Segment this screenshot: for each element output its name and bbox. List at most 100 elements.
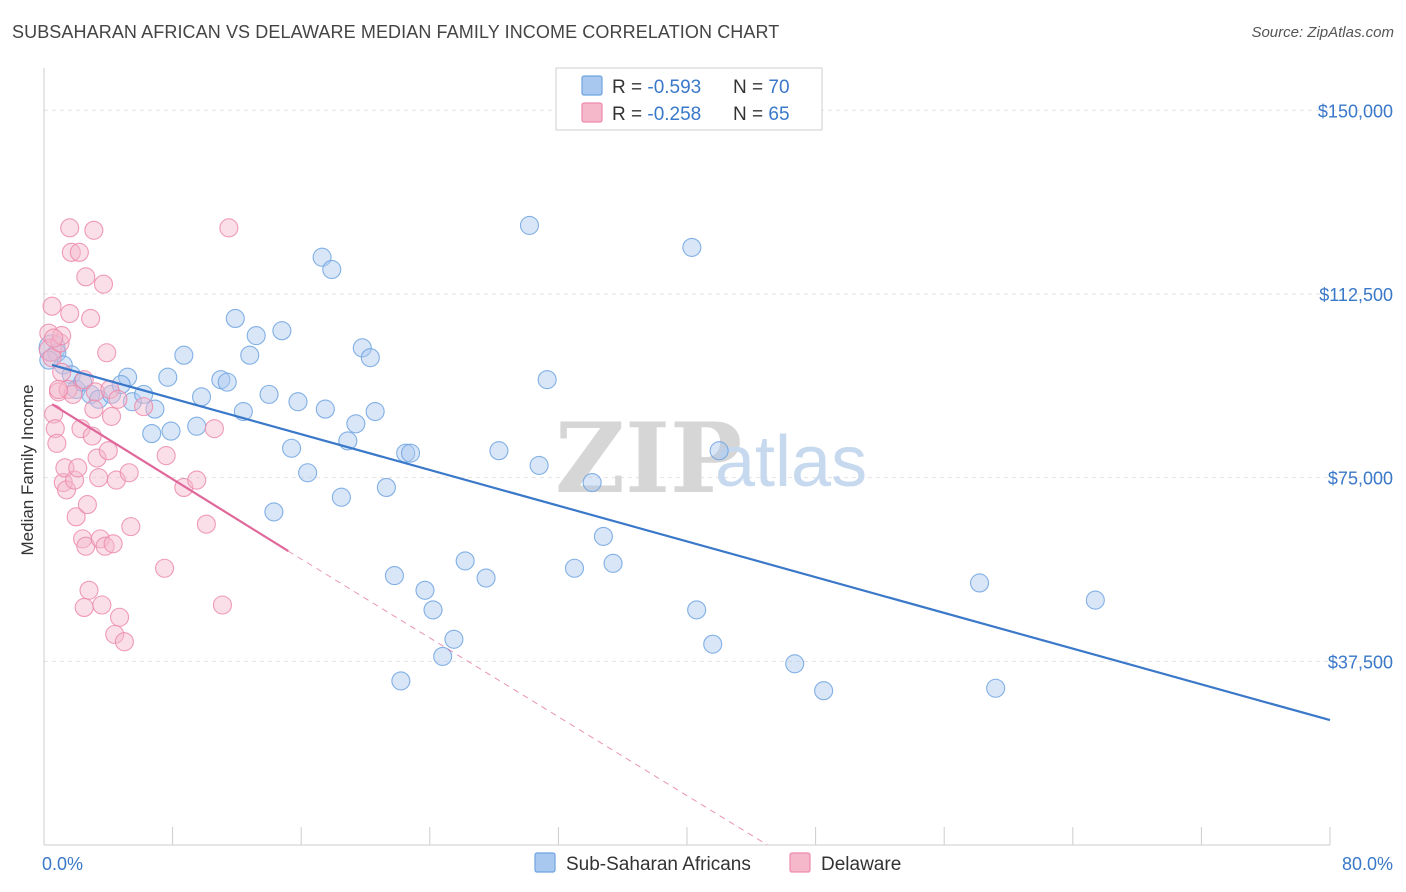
trend-line-delaware [51, 403, 289, 553]
point-delaware [103, 534, 123, 554]
point-subsaharan [282, 438, 302, 458]
point-delaware [76, 267, 96, 287]
legend-n-label: N = [733, 77, 768, 98]
point-delaware [68, 458, 88, 478]
point-subsaharan [272, 321, 292, 341]
point-subsaharan [365, 401, 385, 422]
point-subsaharan [217, 372, 237, 392]
x-tick-min: 0.0% [42, 854, 83, 874]
point-subsaharan [187, 416, 207, 436]
source-label: Source: ZipAtlas.com [1251, 24, 1394, 41]
point-delaware [97, 343, 117, 363]
point-subsaharan [384, 566, 404, 586]
point-delaware [95, 536, 115, 556]
point-delaware [84, 399, 104, 419]
point-subsaharan [122, 392, 142, 412]
point-subsaharan [161, 421, 181, 441]
trend-line-delaware-extension [288, 550, 768, 846]
point-delaware [101, 406, 122, 426]
point-subsaharan [444, 629, 464, 649]
point-delaware [56, 480, 77, 500]
point-subsaharan [603, 553, 623, 573]
point-subsaharan [298, 463, 318, 483]
y-tick-label: $112,500 [1319, 285, 1393, 305]
legend-n-delaware: N = 65 [733, 104, 790, 125]
legend: R = -0.593 N = 70 R = -0.258 N = 65 [555, 67, 823, 131]
legend-n-value: 65 [768, 104, 789, 125]
point-subsaharan [970, 573, 990, 593]
point-delaware [52, 326, 72, 346]
point-subsaharan [423, 600, 443, 620]
point-delaware [92, 595, 112, 615]
point-subsaharan [489, 441, 509, 461]
legend-n-label: N = [733, 104, 768, 125]
point-subsaharan [191, 387, 212, 407]
point-delaware [156, 446, 176, 466]
axes [43, 68, 1331, 846]
chart-title: SUBSAHARAN AFRICAN VS DELAWARE MEDIAN FA… [12, 22, 780, 42]
point-delaware [119, 463, 139, 483]
point-subsaharan [240, 345, 260, 365]
point-delaware [63, 384, 83, 404]
x-tick-max: 80.0% [1342, 854, 1393, 874]
point-delaware [69, 242, 89, 262]
point-subsaharan [331, 487, 351, 507]
legend-swatch-delaware [581, 102, 603, 123]
point-subsaharan [703, 634, 723, 654]
point-delaware [114, 632, 134, 652]
legend-row-delaware: R = -0.258 [612, 104, 701, 125]
legend-n-subsaharan: N = 70 [733, 77, 790, 98]
point-delaware [64, 470, 85, 490]
point-subsaharan [142, 424, 162, 444]
point-delaware [85, 382, 105, 402]
point-delaware [42, 296, 62, 316]
point-subsaharan [682, 237, 702, 257]
watermark-atlas: atlas [715, 422, 867, 502]
series-label-subsaharan: Sub-Saharan Africans [566, 854, 751, 875]
point-subsaharan [264, 502, 284, 522]
point-delaware [212, 595, 232, 615]
point-subsaharan [360, 348, 380, 368]
legend-r-value: -0.593 [647, 77, 701, 98]
point-subsaharan [322, 259, 342, 280]
point-delaware [60, 218, 80, 238]
y-tick-label: $75,000 [1328, 469, 1393, 489]
point-subsaharan [376, 477, 396, 497]
point-delaware [110, 607, 130, 627]
y-tick-label: $150,000 [1318, 101, 1393, 121]
point-delaware [219, 218, 239, 238]
point-delaware [74, 597, 94, 617]
series-swatch-subsaharan [534, 852, 556, 873]
series-swatch-delaware [789, 852, 811, 873]
point-delaware [196, 514, 216, 534]
point-delaware [108, 389, 128, 409]
series-label-delaware: Delaware [821, 854, 901, 875]
point-subsaharan [986, 678, 1006, 698]
data-points [38, 215, 1105, 701]
point-delaware [121, 517, 141, 537]
point-subsaharan [687, 600, 707, 620]
point-subsaharan [400, 443, 421, 463]
point-subsaharan [433, 646, 453, 666]
point-subsaharan [814, 681, 834, 701]
point-delaware [155, 558, 175, 578]
point-subsaharan [315, 399, 335, 419]
point-delaware [84, 220, 104, 240]
point-subsaharan [145, 399, 165, 419]
point-delaware [81, 308, 101, 329]
point-subsaharan [593, 526, 613, 546]
point-subsaharan [537, 370, 557, 390]
point-delaware [60, 304, 80, 324]
legend-swatch-subsaharan [581, 75, 603, 96]
point-subsaharan [415, 580, 435, 600]
point-subsaharan [1085, 590, 1105, 610]
trend-line-subsaharan [51, 363, 1331, 722]
point-subsaharan [519, 215, 540, 235]
point-delaware [204, 419, 224, 439]
point-subsaharan [346, 414, 366, 434]
point-delaware [66, 507, 86, 527]
point-delaware [42, 348, 62, 368]
watermark-zip: ZIP [555, 402, 742, 515]
point-subsaharan [288, 392, 308, 412]
